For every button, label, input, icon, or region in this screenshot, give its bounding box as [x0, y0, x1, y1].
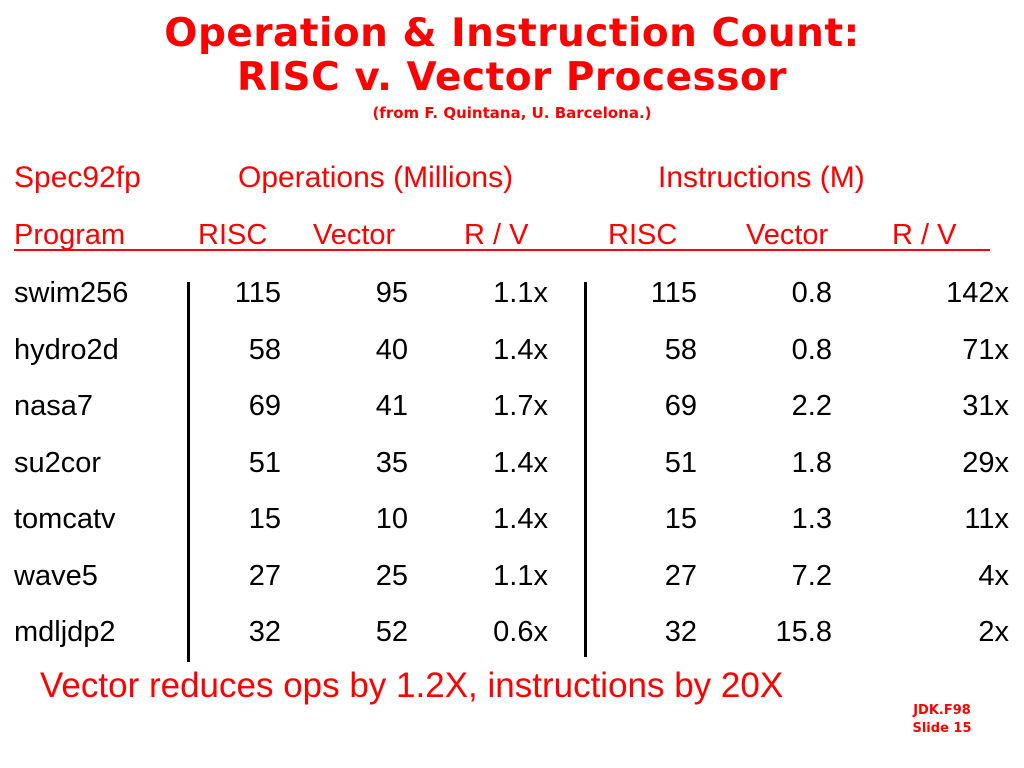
- cell-ops-risc: 115: [234, 277, 281, 309]
- cell-ops-risc: 15: [248, 503, 281, 535]
- cell-program: su2cor: [14, 447, 102, 479]
- cell-ops-ratio: 1.4x: [493, 447, 548, 479]
- cell-ops-ratio: 1.4x: [493, 503, 548, 535]
- cell-inst-ratio: 4x: [978, 560, 1009, 592]
- cell-inst-ratio: 71x: [962, 334, 1009, 366]
- column-header-ops-ratio: R / V: [464, 219, 529, 251]
- cell-ops-ratio: 1.7x: [493, 390, 548, 422]
- cell-program: wave5: [14, 560, 98, 592]
- cell-inst-vector: 7.2: [791, 560, 832, 592]
- cell-inst-risc: 15: [664, 503, 697, 535]
- divider-operations: [584, 282, 587, 657]
- cell-inst-risc: 69: [664, 390, 697, 422]
- cell-ops-risc: 51: [248, 447, 281, 479]
- cell-inst-risc: 115: [650, 277, 697, 309]
- column-header-inst-ratio: R / V: [892, 219, 957, 251]
- cell-inst-ratio: 29x: [962, 447, 1009, 479]
- cell-inst-ratio: 11x: [964, 503, 1009, 535]
- column-header-program: Program: [14, 219, 126, 251]
- cell-ops-vector: 40: [375, 334, 408, 366]
- cell-ops-risc: 69: [248, 390, 281, 422]
- cell-ops-vector: 52: [375, 616, 408, 648]
- cell-inst-risc: 58: [664, 334, 697, 366]
- cell-ops-ratio: 1.1x: [493, 560, 548, 592]
- cell-ops-ratio: 0.6x: [493, 616, 548, 648]
- cell-program: mdljdp2: [14, 616, 116, 648]
- instructions-heading: Instructions (M): [658, 161, 865, 194]
- title-line-1: Operation & Instruction Count:: [164, 11, 860, 56]
- cell-ops-vector: 25: [375, 560, 408, 592]
- cell-ops-vector: 95: [375, 277, 408, 309]
- cell-inst-risc: 32: [664, 616, 697, 648]
- group-heading-row: Spec92fp Operations (Millions) Instructi…: [14, 160, 865, 196]
- cell-inst-ratio: 2x: [978, 616, 1009, 648]
- cell-inst-vector: 0.8: [791, 277, 832, 309]
- title-line-2: RISC v. Vector Processor: [237, 55, 787, 100]
- cell-ops-risc: 32: [248, 616, 281, 648]
- cell-ops-risc: 27: [248, 560, 281, 592]
- slide-footer: JDK.F98 Slide 15: [880, 702, 1004, 738]
- cell-inst-risc: 27: [664, 560, 697, 592]
- column-header-inst-risc: RISC: [608, 219, 678, 251]
- cell-program: hydro2d: [14, 334, 119, 366]
- divider-program: [187, 282, 190, 662]
- cell-inst-vector: 2.2: [791, 390, 832, 422]
- summary-text: Vector reduces ops by 1.2X, instructions…: [40, 666, 784, 705]
- cell-inst-vector: 15.8: [775, 616, 832, 648]
- cell-inst-vector: 1.8: [791, 447, 832, 479]
- cell-inst-vector: 0.8: [791, 334, 832, 366]
- cell-ops-risc: 58: [248, 334, 281, 366]
- column-header-inst-vector: Vector: [746, 219, 829, 251]
- cell-ops-vector: 10: [375, 503, 408, 535]
- cell-program: tomcatv: [14, 503, 116, 535]
- column-header-ops-risc: RISC: [198, 219, 268, 251]
- footer-slide-number: Slide 15: [912, 721, 972, 736]
- cell-inst-vector: 1.3: [791, 503, 832, 535]
- cell-inst-ratio: 31x: [962, 390, 1009, 422]
- title-source: (from F. Quintana, U. Barcelona.): [372, 104, 652, 122]
- header-underline: [14, 249, 990, 251]
- operations-heading: Operations (Millions): [238, 161, 514, 194]
- cell-ops-vector: 35: [375, 447, 408, 479]
- cell-ops-ratio: 1.4x: [493, 334, 548, 366]
- cell-program: nasa7: [14, 390, 94, 422]
- footer-course: JDK.F98: [913, 703, 971, 718]
- cell-inst-ratio: 142x: [946, 277, 1009, 309]
- column-header-ops-vector: Vector: [313, 219, 396, 251]
- cell-ops-ratio: 1.1x: [493, 277, 548, 309]
- cell-program: swim256: [14, 277, 129, 309]
- cell-ops-vector: 41: [375, 390, 408, 422]
- spec-heading: Spec92fp: [14, 161, 141, 194]
- slide-title: Operation & Instruction Count: RISC v. V…: [0, 12, 1024, 123]
- cell-inst-risc: 51: [664, 447, 697, 479]
